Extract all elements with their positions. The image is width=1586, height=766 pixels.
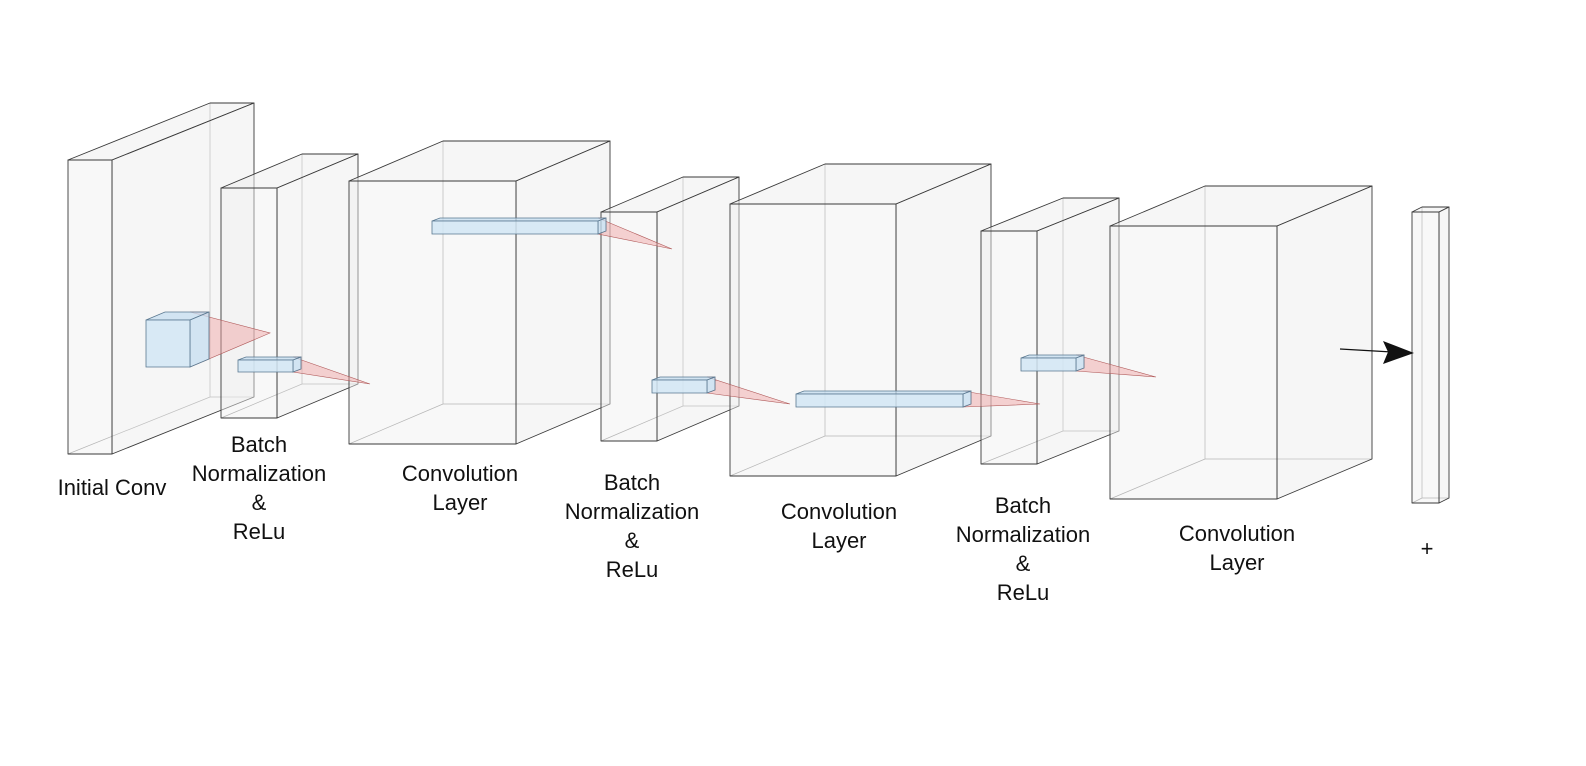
conv-layer-3-block bbox=[1109, 185, 1373, 500]
batchnorm-relu-1-label-line: Batch bbox=[231, 432, 287, 457]
kernel-5-block-side-face bbox=[962, 390, 972, 408]
batchnorm-relu-2-block-front-face bbox=[600, 211, 658, 442]
kernel-3-block-front-face bbox=[431, 220, 599, 235]
batchnorm-relu-1-label-line: Normalization bbox=[192, 461, 327, 486]
batchnorm-relu-2-block-side-face bbox=[656, 176, 740, 442]
kernel-1-block-side-face bbox=[189, 311, 210, 368]
add-output-block-front-face bbox=[1411, 211, 1440, 504]
batchnorm-relu-3-label-line: Batch bbox=[995, 493, 1051, 518]
conv-layer-1-label: Convolution Layer bbox=[402, 461, 518, 515]
conv-layer-1-block-side-face bbox=[515, 140, 611, 445]
kernel-5-block-top-face bbox=[795, 390, 972, 395]
batchnorm-relu-2-label-line: Normalization bbox=[565, 499, 700, 524]
conv-layer-1-label-line: Convolution bbox=[402, 461, 518, 486]
conv-layer-3-label: Convolution Layer bbox=[1179, 521, 1295, 575]
kernel-1-block bbox=[145, 311, 210, 368]
conv-layer-3-label-line: Layer bbox=[1209, 550, 1264, 575]
conv-layer-2-label-line: Convolution bbox=[781, 499, 897, 524]
kernel-2-block bbox=[237, 356, 302, 373]
batchnorm-relu-2-label: Batch Normalization & ReLu bbox=[565, 470, 700, 582]
kernel-4-block-top-face bbox=[651, 376, 716, 381]
batchnorm-relu-3-block-front-face bbox=[980, 230, 1038, 465]
batchnorm-relu-3-label-line: Normalization bbox=[956, 522, 1091, 547]
batchnorm-relu-1-block-front-face bbox=[220, 187, 278, 419]
arrow-head bbox=[1383, 341, 1414, 364]
skip-connection-arrow bbox=[1339, 341, 1414, 364]
batchnorm-relu-3-label-line: & bbox=[1016, 551, 1031, 576]
add-output-label: + bbox=[1421, 536, 1434, 561]
conv-layer-3-block-hidden-edge bbox=[1109, 458, 1206, 500]
batchnorm-relu-3-label: Batch Normalization & ReLu bbox=[956, 493, 1091, 605]
batchnorm-relu-3-label-line: ReLu bbox=[997, 580, 1050, 605]
conv-layer-1-block-hidden-edge bbox=[348, 403, 444, 445]
initial-conv-label: Initial Conv bbox=[58, 475, 167, 500]
kernel-3-block-side-face bbox=[597, 217, 607, 235]
kernel-6-block-top-face bbox=[1020, 354, 1085, 359]
batchnorm-relu-1-label: Batch Normalization & ReLu bbox=[192, 432, 327, 544]
batchnorm-relu-2-label-line: ReLu bbox=[606, 557, 659, 582]
kernel-5-block-front-face bbox=[795, 393, 964, 408]
conv-layer-2-label-line: Layer bbox=[811, 528, 866, 553]
conv-layer-1-label-line: Layer bbox=[432, 490, 487, 515]
layer-labels: Initial Conv Batch Normalization & ReLu Convo… bbox=[58, 432, 1434, 605]
kernel-2-block-top-face bbox=[237, 356, 302, 361]
conv-layer-2-block-side-face bbox=[895, 163, 992, 477]
conv-layer-3-block-side-face bbox=[1276, 185, 1373, 500]
add-output-block-side-face bbox=[1438, 206, 1450, 504]
batchnorm-relu-1-label-line: & bbox=[252, 490, 267, 515]
conv-layer-2-block-front-face bbox=[729, 203, 897, 477]
initial-conv-block-front-face bbox=[67, 159, 113, 455]
add-output-block bbox=[1411, 206, 1450, 504]
arrow-shaft bbox=[1339, 348, 1393, 353]
batchnorm-relu-1-label-line: ReLu bbox=[233, 519, 286, 544]
kernel-4-block-side-face bbox=[706, 376, 716, 394]
batchnorm-relu-2-label-line: & bbox=[625, 528, 640, 553]
kernel-6-block-front-face bbox=[1020, 357, 1077, 372]
kernel-5-block bbox=[795, 390, 972, 408]
kernel-6-block bbox=[1020, 354, 1085, 372]
batchnorm-relu-2-block bbox=[600, 176, 740, 442]
conv-layer-1-block bbox=[348, 140, 611, 445]
conv-layer-2-label: Convolution Layer bbox=[781, 499, 897, 553]
add-output-label-line: + bbox=[1421, 536, 1434, 561]
kernel-6-block-side-face bbox=[1075, 354, 1085, 372]
kernel-3-block-top-face bbox=[431, 217, 607, 222]
conv-layer-3-block-front-face bbox=[1109, 225, 1278, 500]
kernel-1-block-front-face bbox=[145, 319, 191, 368]
kernel-4-block bbox=[651, 376, 716, 394]
kernel-4-block-front-face bbox=[651, 379, 708, 394]
add-output-block-hidden-edge bbox=[1411, 497, 1423, 504]
conv-layer-2-block bbox=[729, 163, 992, 477]
conv-layer-2-block-hidden-edge bbox=[729, 435, 826, 477]
kernel-3-block bbox=[431, 217, 607, 235]
batchnorm-relu-3-block bbox=[980, 197, 1120, 465]
conv-layer-3-label-line: Convolution bbox=[1179, 521, 1295, 546]
kernel-blocks bbox=[145, 217, 1157, 408]
initial-conv-label-line: Initial Conv bbox=[58, 475, 167, 500]
conv-layer-1-block-front-face bbox=[348, 180, 517, 445]
kernel-2-block-front-face bbox=[237, 359, 294, 373]
batchnorm-relu-2-label-line: Batch bbox=[604, 470, 660, 495]
batchnorm-relu-3-block-side-face bbox=[1036, 197, 1120, 465]
kernel-2-block-side-face bbox=[292, 356, 302, 373]
